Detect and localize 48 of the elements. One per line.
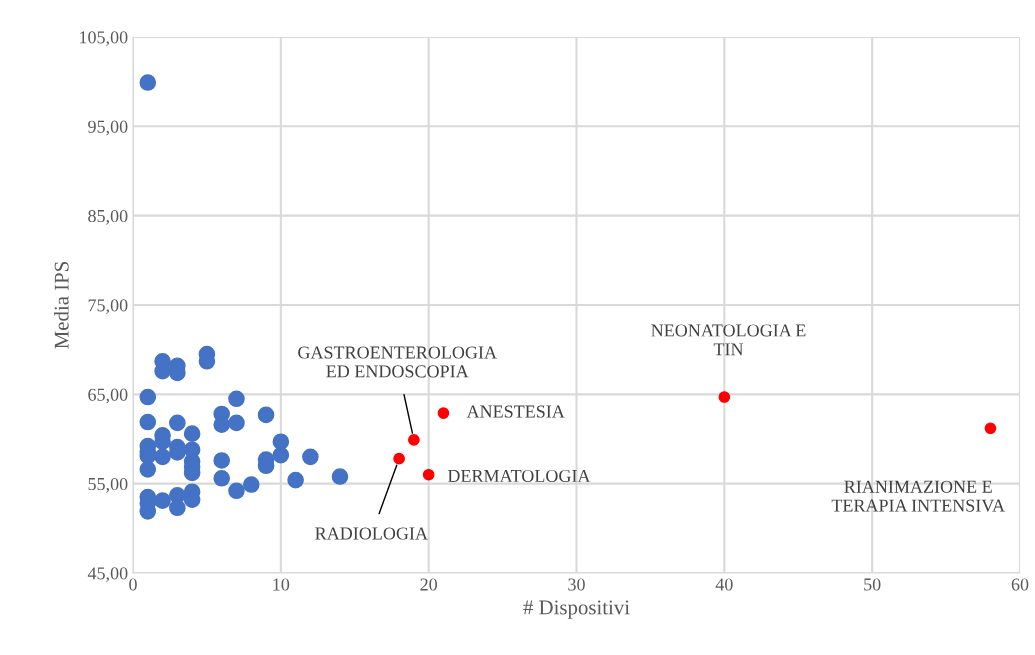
point (287, 471, 304, 489)
y-tick-label: 85,00 (88, 209, 128, 225)
y-tick-label: 55,00 (88, 477, 128, 493)
annotation: GASTROENTEROLOGIA ED ENDOSCOPIA (298, 346, 497, 378)
x-tick-label: 30 (568, 578, 585, 591)
point (272, 446, 290, 464)
point (408, 434, 420, 446)
point (139, 413, 157, 431)
point (718, 391, 731, 403)
point (139, 74, 157, 91)
annotation: RIANIMAZIONE E TERAPIA INTENSIVA (831, 480, 1005, 512)
point (331, 468, 349, 485)
annotation: ANESTESIA (466, 405, 565, 418)
point (228, 390, 245, 408)
point (169, 414, 186, 432)
y-tick-label: 95,00 (88, 120, 128, 136)
point (228, 414, 245, 432)
x-tick-label: 10 (273, 578, 290, 591)
x-tick-label: 40 (715, 578, 733, 591)
y-tick-label: 75,00 (88, 299, 128, 315)
point (422, 468, 435, 481)
x-axis-title: # Dispositivi (523, 600, 630, 619)
point (393, 452, 405, 465)
point (984, 422, 997, 435)
y-axis-title: Media IPS (54, 262, 69, 349)
point (213, 470, 231, 487)
y-tick-label: 105,00 (80, 31, 128, 47)
point (154, 448, 171, 466)
x-tick-label: 50 (864, 578, 881, 591)
y-tick-label: 45,00 (87, 567, 128, 583)
point (213, 452, 231, 469)
x-tick-label: 0 (129, 578, 137, 591)
point (183, 425, 201, 442)
annotation: DERMATOLOGIA (447, 469, 591, 483)
point (302, 448, 319, 466)
point (139, 461, 157, 478)
annotation: RADIOLOGIA (315, 527, 428, 540)
point (154, 492, 171, 509)
point (437, 407, 450, 419)
x-tick-label: 20 (420, 578, 438, 591)
x-tick-label: 60 (1011, 578, 1029, 591)
point (139, 388, 157, 406)
point (257, 406, 275, 424)
point (242, 476, 260, 493)
y-tick-label: 65,00 (88, 388, 128, 404)
point (169, 499, 186, 517)
point (228, 482, 245, 500)
annotation: NEONATOLOGIA E TIN (651, 324, 806, 356)
